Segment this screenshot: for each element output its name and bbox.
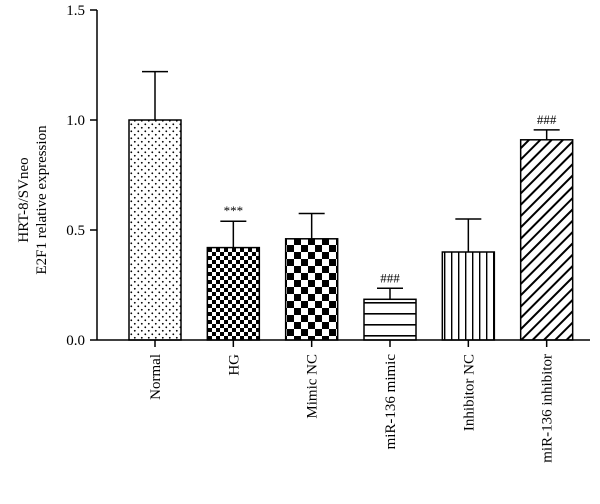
bar: [441, 251, 496, 341]
y-axis: 0.0 0.5 1.0 1.5: [66, 3, 98, 349]
bar: [363, 298, 417, 341]
x-tick-label: Normal: [148, 354, 164, 400]
significance-annotation: ***: [224, 203, 244, 218]
y-tick-label: 0.0: [66, 333, 85, 349]
significance-annotation: ###: [537, 112, 557, 127]
x-tick-label: Mimic NC: [305, 354, 321, 419]
significance-annotation: ###: [380, 270, 400, 285]
y-axis-label-line-2: E2F1 relative expression: [34, 125, 50, 275]
y-tick-label: 0.5: [66, 223, 85, 239]
x-tick-label: miR-136 inhibitor: [540, 354, 556, 463]
x-axis: Normal HG Mimic NC miR-136 mimic Inhibitor N…: [97, 339, 590, 463]
y-axis-label: HRT-8/SVneo E2F1 relative expression: [16, 125, 50, 275]
x-tick-label: HG: [226, 354, 242, 376]
bar: [519, 139, 574, 341]
bar: [206, 246, 261, 341]
y-tick-label: 1.5: [66, 3, 85, 19]
bar: [284, 238, 339, 341]
bar: [128, 119, 182, 341]
y-axis-label-line-1: HRT-8/SVneo: [16, 157, 32, 242]
x-tick-label: Inhibitor NC: [461, 354, 477, 431]
bars-group: *** ### ###: [128, 70, 574, 341]
x-tick-label: miR-136 mimic: [383, 354, 399, 450]
y-tick-label: 1.0: [66, 113, 85, 129]
